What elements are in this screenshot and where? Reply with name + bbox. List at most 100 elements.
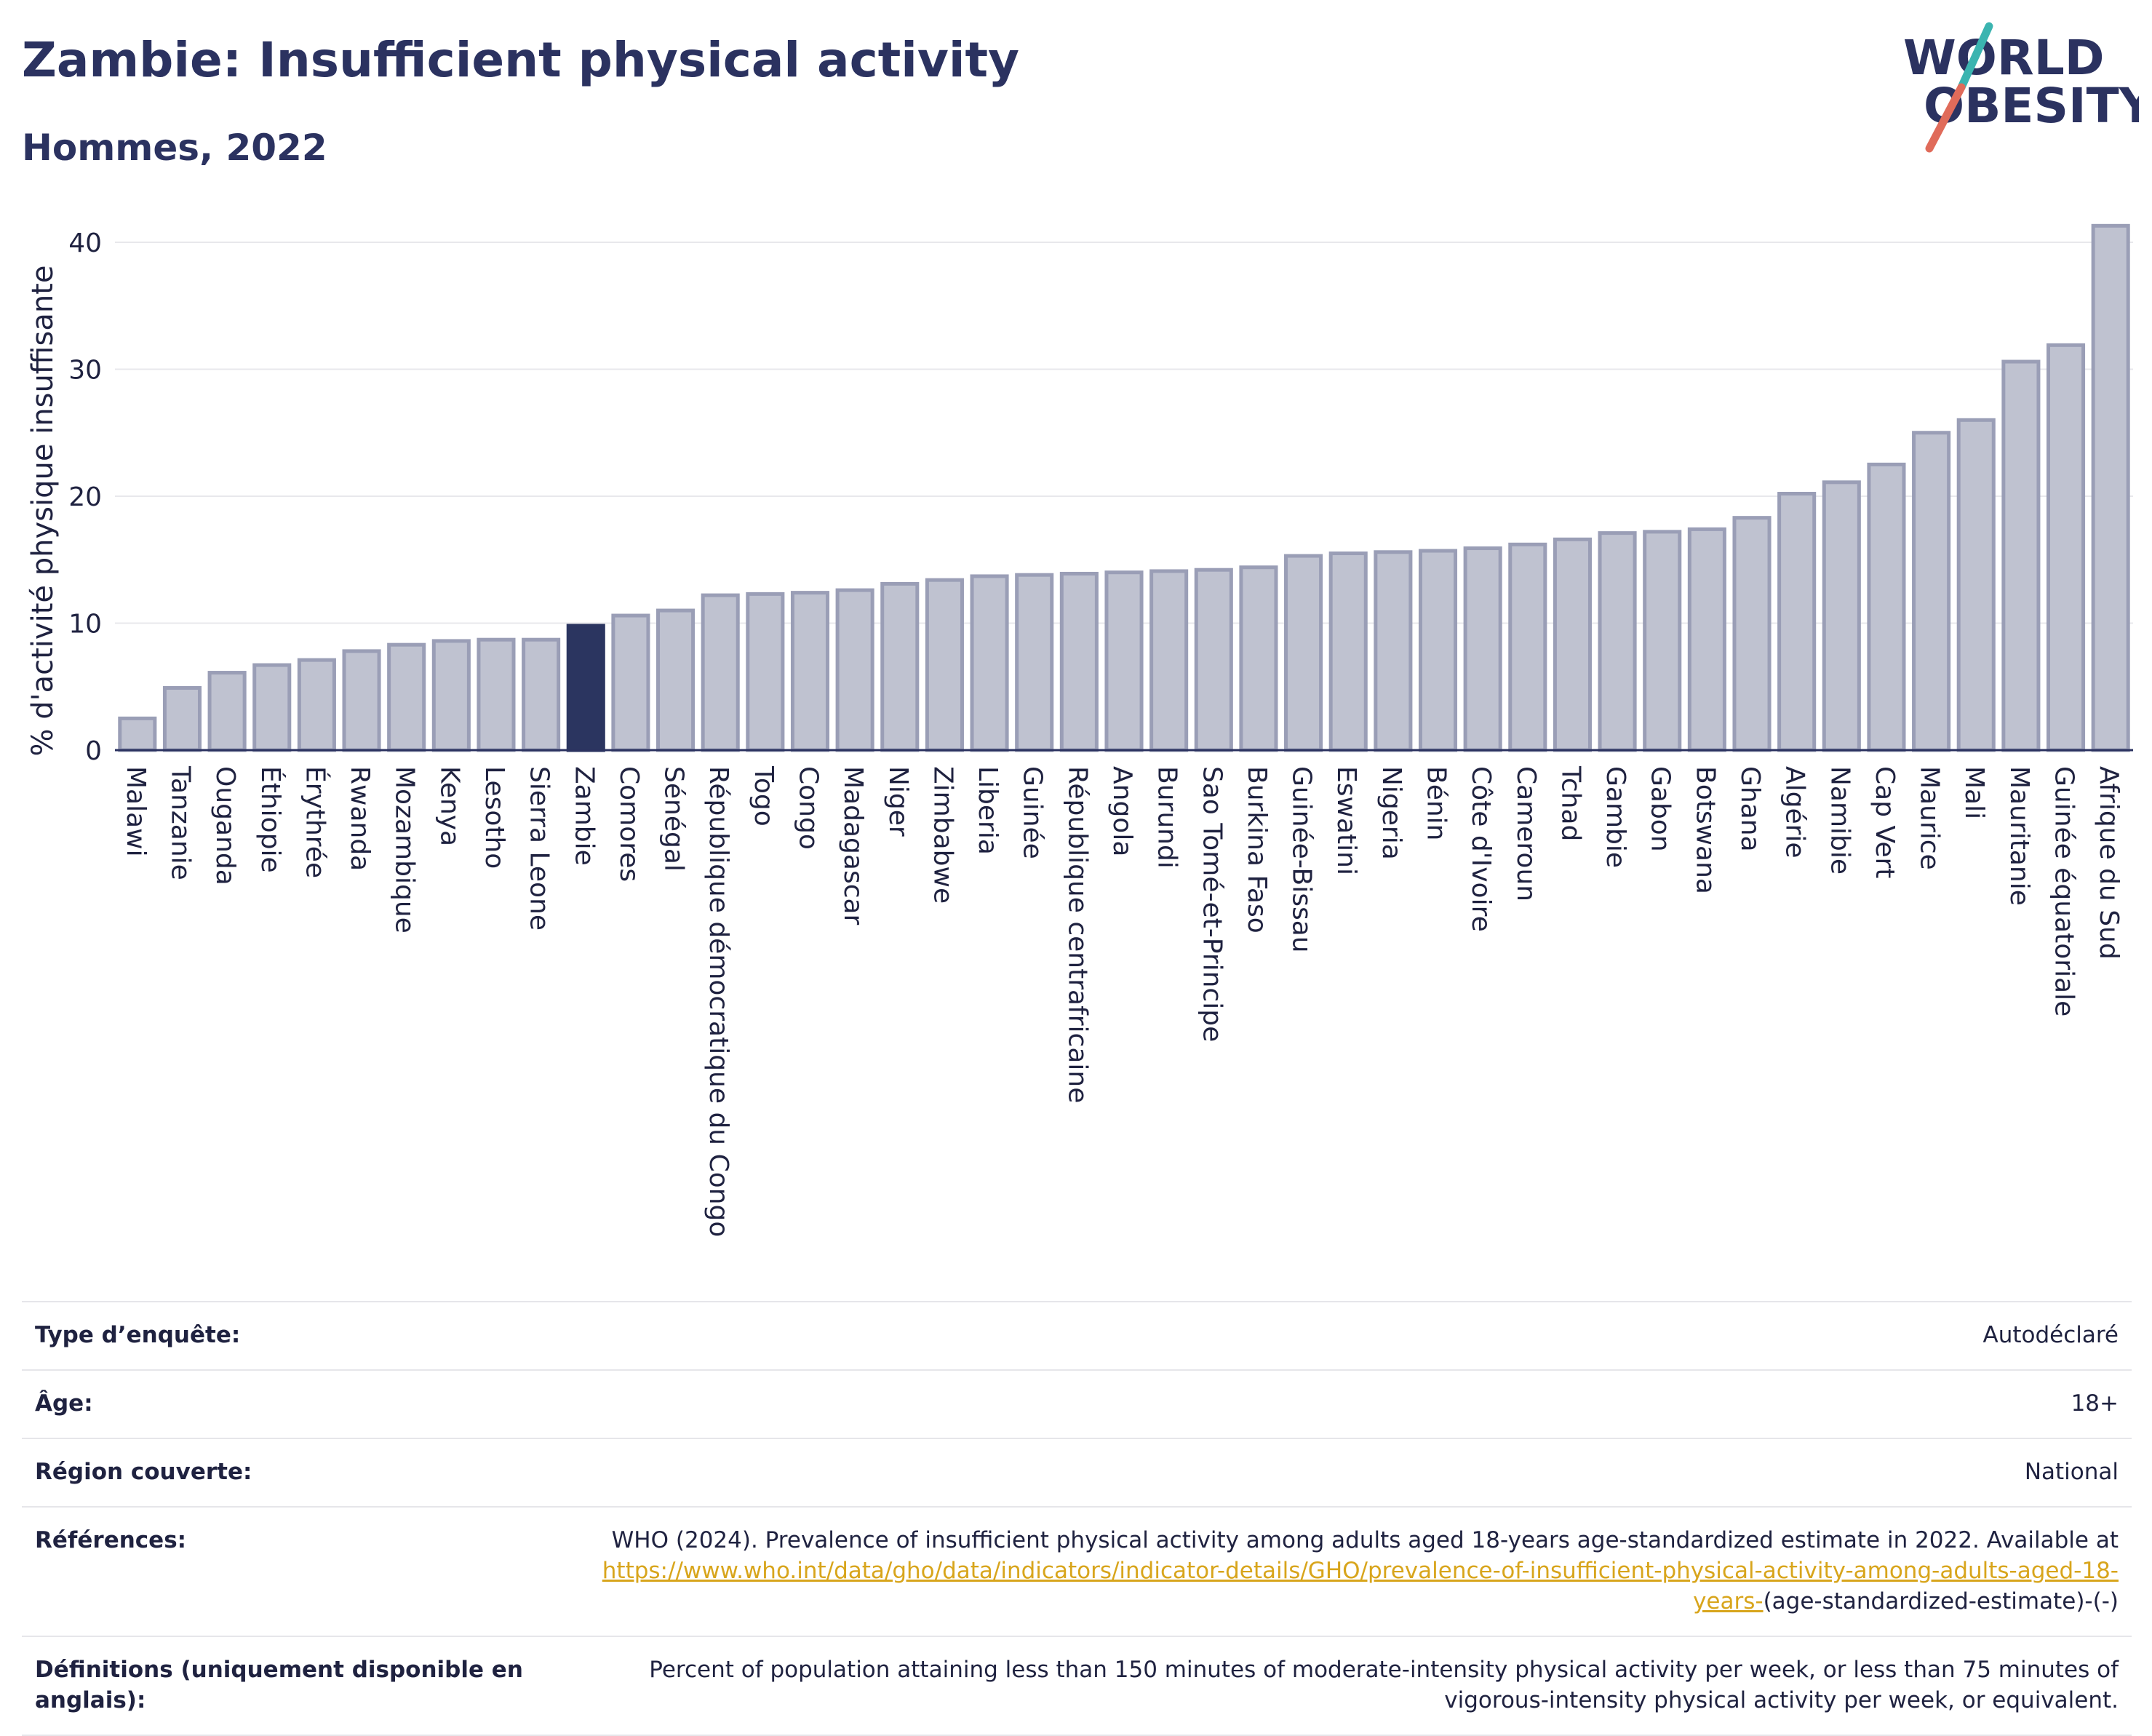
bar-5 (342, 649, 381, 752)
x-tick-label: Guinée équatoriale (2049, 766, 2079, 1016)
x-tick-label: Botswana (1690, 766, 1720, 894)
meta-label: Âge: (35, 1390, 93, 1417)
y-tick-label: 30 (68, 356, 102, 386)
bar-26 (1284, 554, 1323, 752)
x-tick-label: Érythrée (300, 766, 330, 878)
x-tick-label: Nigeria (1376, 766, 1406, 860)
y-tick-label: 0 (85, 736, 102, 766)
x-tick-label: Cap Vert (1870, 766, 1900, 878)
world-obesity-logo: WORLD OBESITY (1903, 22, 2139, 153)
x-tick-label: Gambie (1601, 766, 1630, 868)
bar-43 (2046, 343, 2086, 752)
bar-chart: 0 10 20 30 40 Malawi Tanzanie Ouganda Éthiopie É… (26, 223, 2133, 1237)
bar-13 (701, 593, 740, 752)
bar-24 (1194, 568, 1233, 752)
bar-41 (1956, 418, 1996, 752)
y-tick-label: 40 (68, 228, 102, 258)
x-tick-label: Eswatini (1331, 766, 1361, 875)
x-tick-label: Mauritanie (2004, 766, 2034, 906)
meta-value: Autodéclaré (1982, 1322, 2119, 1348)
x-tick-label: Mali (1959, 766, 1989, 819)
x-tick-label: Guinée-Bissau (1287, 766, 1317, 953)
x-tick-label: Algérie (1780, 766, 1810, 859)
bar-21 (1059, 571, 1099, 752)
bar-3 (252, 663, 292, 752)
bar-28 (1374, 550, 1413, 752)
meta-row-survey-type: Type d’enquête: Autodéclaré (22, 1301, 2132, 1369)
references-suffix: (age-standardized-estimate)-(-) (1763, 1588, 2119, 1614)
bar-33 (1598, 531, 1637, 752)
bar-16 (835, 588, 874, 752)
bar-37 (1777, 492, 1817, 752)
bar-14 (746, 592, 785, 752)
x-tick-label: Zambie (569, 766, 599, 866)
meta-row-region: Région couverte: National (22, 1438, 2132, 1506)
bar-25 (1239, 565, 1278, 752)
references-value: WHO (2024). Prevalence of insufficient p… (547, 1525, 2119, 1617)
bar-12 (656, 608, 696, 752)
bar-0 (118, 716, 157, 752)
bar-27 (1328, 552, 1368, 752)
bar-32 (1553, 537, 1592, 752)
logo-slash-red (1925, 83, 1966, 153)
meta-label: Région couverte: (35, 1459, 252, 1485)
bar-8 (477, 637, 516, 752)
bar-39 (1867, 462, 1906, 752)
x-tick-labels: Malawi Tanzanie Ouganda Éthiopie Érythrée Rwa… (121, 765, 2124, 1237)
x-tick-label: Mozambique (390, 766, 420, 933)
logo-slash-teal (1957, 22, 1993, 92)
meta-label: Type d’enquête: (35, 1322, 241, 1348)
meta-value: 18+ (2071, 1390, 2119, 1417)
x-tick-label: Zimbabwe (928, 766, 957, 904)
bar-40 (1912, 431, 1951, 752)
bar-15 (790, 591, 830, 752)
bar-11 (611, 613, 650, 752)
bar-17 (880, 581, 920, 752)
bar-6 (387, 642, 426, 752)
bar-4 (297, 658, 336, 752)
y-tick-labels: 0 10 20 30 40 (68, 228, 102, 766)
x-tick-label: Rwanda (345, 766, 375, 871)
x-tick-label: Congo (793, 766, 823, 850)
x-tick-label: Cameroun (1511, 766, 1541, 901)
bar-31 (1508, 542, 1547, 752)
x-tick-label: Comores (614, 766, 644, 882)
x-tick-label: Niger (883, 766, 913, 837)
bar-18 (925, 578, 964, 752)
chart-title: Zambie: Insufficient physical activity (22, 32, 1020, 88)
chart-subtitle: Hommes, 2022 (22, 127, 327, 169)
meta-label: Références: (35, 1527, 187, 1553)
x-tick-label: Bénin (1422, 766, 1451, 840)
bar-19 (970, 574, 1009, 752)
x-tick-label: Éthiopie (255, 766, 286, 873)
y-axis-label: % d'activité physique insuffisante (26, 266, 60, 757)
x-tick-label: Kenya (434, 766, 464, 846)
bar-36 (1732, 516, 1772, 752)
bar-42 (2001, 359, 2041, 752)
x-tick-label: République démocratique du Congo (704, 766, 733, 1237)
x-tick-label: Angola (1107, 766, 1137, 856)
bar-44 (2091, 223, 2130, 752)
x-tick-label: République centrafricaine (1062, 766, 1092, 1103)
x-tick-label: Afrique du Sud (2094, 766, 2124, 960)
bars (118, 223, 2130, 752)
x-tick-label: Sénégal (659, 766, 689, 872)
bar-20 (1015, 573, 1054, 752)
x-tick-label: Tchad (1555, 765, 1585, 841)
meta-row-age: Âge: 18+ (22, 1369, 2132, 1438)
references-link[interactable]: https://www.who.int/data/gho/data/indica… (602, 1558, 2119, 1614)
x-tick-label: Burundi (1152, 766, 1182, 869)
x-tick-label: Togo (749, 765, 778, 827)
x-tick-label: Sao Tomé-et-Principe (1197, 766, 1227, 1042)
bar-2 (207, 671, 247, 752)
x-tick-label: Malawi (121, 766, 151, 857)
x-tick-label: Gabon (1646, 766, 1675, 852)
x-tick-label: Ouganda (210, 766, 240, 885)
x-tick-label: Liberia (973, 766, 1003, 855)
x-tick-label: Guinée (1018, 766, 1048, 859)
bar-9 (522, 637, 561, 752)
meta-label: Définitions (uniquement disponible en an… (35, 1657, 523, 1713)
bar-1 (162, 685, 202, 752)
x-tick-label: Tanzanie (165, 765, 195, 880)
bar-38 (1822, 480, 1861, 752)
